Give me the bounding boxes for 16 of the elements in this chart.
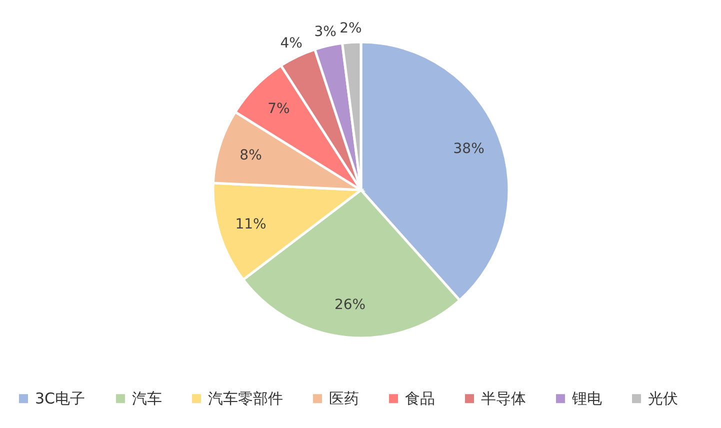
legend-label: 半导体 xyxy=(481,390,526,408)
data-label: 2% xyxy=(340,20,362,36)
data-label: 38% xyxy=(453,140,484,157)
legend-label: 汽车 xyxy=(132,390,162,408)
legend-label: 3C电子 xyxy=(35,390,86,408)
legend-label: 汽车零部件 xyxy=(208,390,283,408)
legend-label: 锂电 xyxy=(571,390,602,408)
legend-label: 食品 xyxy=(405,390,435,408)
data-label: 11% xyxy=(235,216,266,232)
data-label: 3% xyxy=(314,24,336,40)
data-label: 4% xyxy=(280,36,302,52)
legend-label: 医药 xyxy=(329,390,359,408)
data-label: 7% xyxy=(268,101,290,118)
data-label: 26% xyxy=(334,296,366,313)
data-label: 8% xyxy=(240,148,262,164)
legend-label: 光伏 xyxy=(648,390,678,408)
